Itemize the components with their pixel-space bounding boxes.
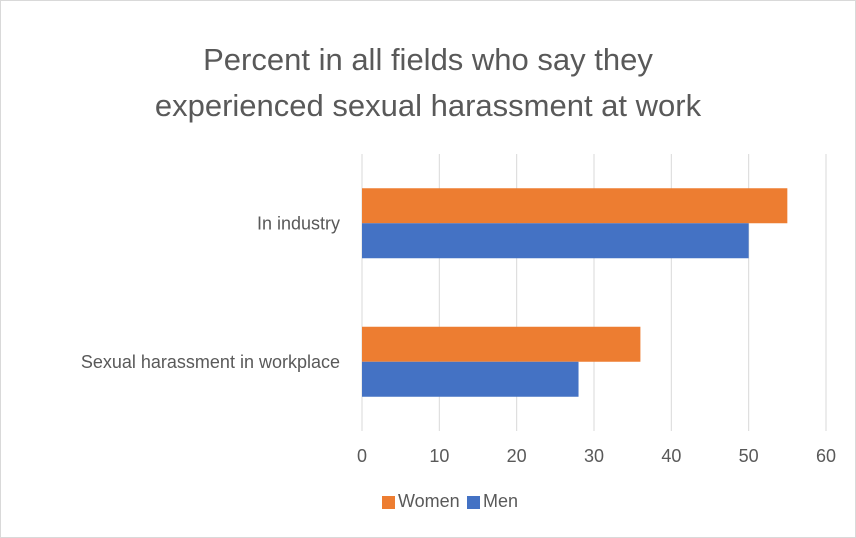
x-tick-label-40: 40 (661, 446, 681, 466)
category-label-0: Sexual harassment in workplace (81, 352, 340, 372)
bar-men-0 (362, 361, 579, 397)
x-tick-label-60: 60 (816, 446, 836, 466)
x-tick-label-30: 30 (584, 446, 604, 466)
legend-swatch-women (382, 496, 395, 509)
bar-men-1 (362, 223, 749, 259)
x-tick-label-50: 50 (739, 446, 759, 466)
bar-women-1 (362, 188, 788, 224)
category-label-1: In industry (257, 213, 340, 233)
chart-title-line-1: Percent in all fields who say they (203, 42, 653, 77)
chart-title-line-2: experienced sexual harassment at work (154, 88, 702, 123)
bar-women-0 (362, 326, 641, 362)
x-tick-label-10: 10 (429, 446, 449, 466)
x-tick-label-20: 20 (507, 446, 527, 466)
legend-label-men: Men (483, 491, 518, 511)
legend-swatch-men (467, 496, 480, 509)
legend-label-women: Women (398, 491, 460, 511)
x-tick-label-0: 0 (357, 446, 367, 466)
chart-title: Percent in all fields who say they exper… (1, 37, 855, 129)
